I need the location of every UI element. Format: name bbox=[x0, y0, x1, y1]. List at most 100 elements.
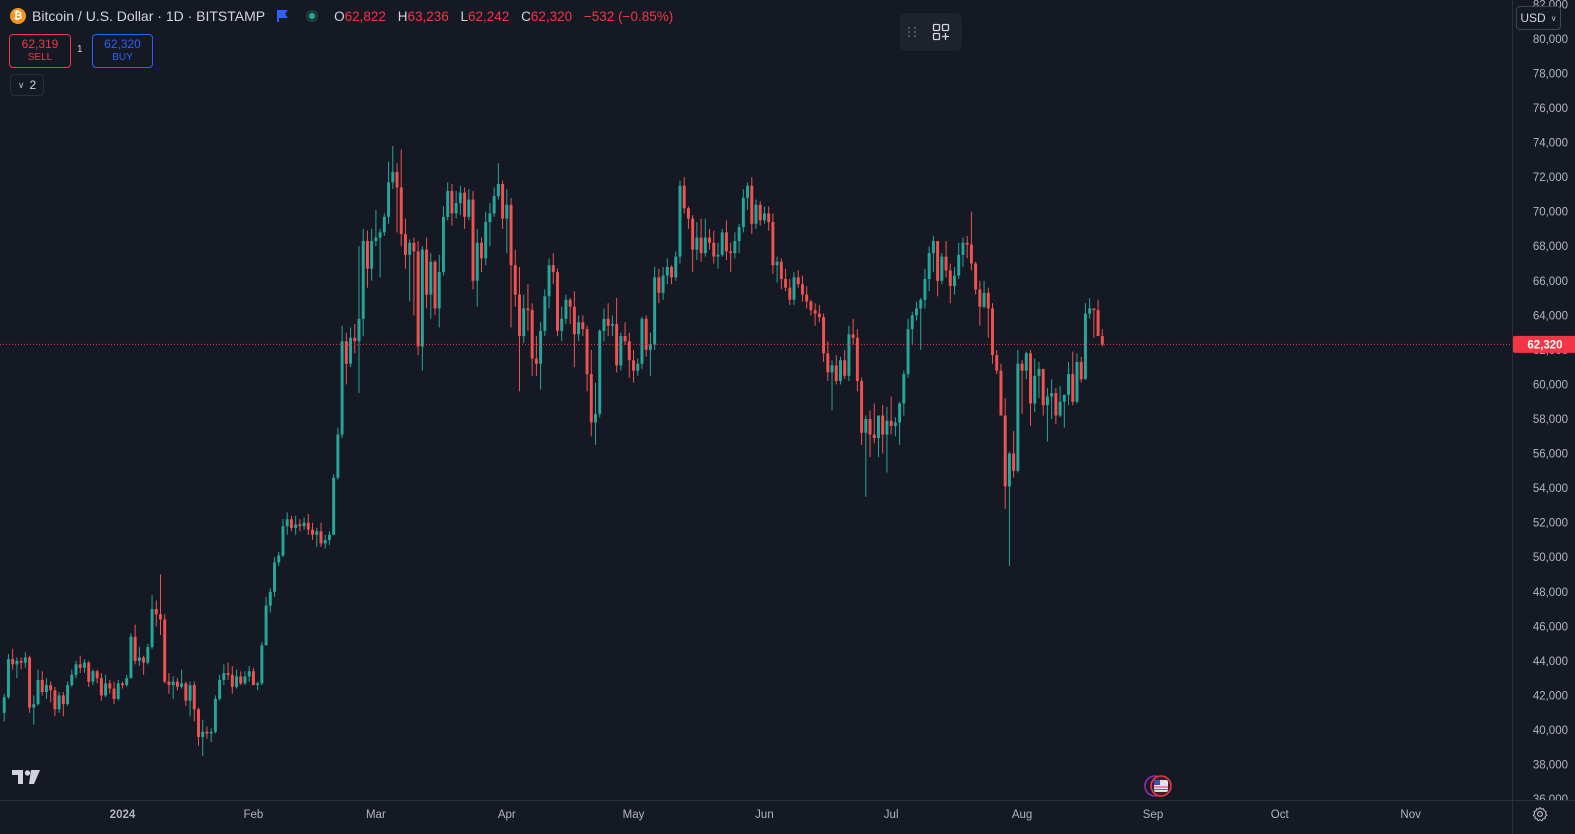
time-scale[interactable]: 2024 Feb Mar Apr May Jun Jul Aug Sep Oct Nov bbox=[0, 800, 1512, 834]
candle bbox=[6, 653, 10, 699]
candle-body bbox=[589, 374, 593, 423]
candle-body bbox=[636, 363, 640, 371]
x-tick-label: 2024 bbox=[110, 809, 136, 821]
candle bbox=[416, 241, 420, 356]
candle bbox=[860, 377, 864, 445]
market-status-icon[interactable] bbox=[306, 10, 319, 22]
candle bbox=[999, 363, 1003, 416]
candle-body bbox=[606, 318, 610, 326]
layout-add-icon[interactable] bbox=[932, 23, 950, 41]
buy-button[interactable]: 62,320 BUY bbox=[92, 34, 153, 68]
candle bbox=[420, 246, 424, 371]
indicators-toggle[interactable]: ∨ 2 bbox=[10, 74, 44, 96]
candle bbox=[741, 189, 745, 233]
candle bbox=[855, 329, 859, 392]
candle-body bbox=[767, 213, 771, 223]
flag-icon[interactable] bbox=[277, 10, 289, 22]
candle-body bbox=[365, 241, 369, 269]
candle bbox=[11, 648, 15, 670]
candle bbox=[349, 327, 353, 368]
candle bbox=[632, 349, 635, 383]
y-tick-label: 60,000 bbox=[1533, 379, 1568, 391]
candle-body bbox=[264, 605, 268, 646]
candle-body bbox=[627, 341, 631, 361]
symbol-title[interactable]: Bitcoin / U.S. Dollar · 1D · BITSTAMP bbox=[32, 8, 266, 24]
candle bbox=[175, 678, 179, 691]
candle bbox=[336, 427, 340, 480]
spread-value: 1 bbox=[77, 44, 83, 55]
price-scale[interactable]: 36,000 38,000 40,000 42,000 44,000 46,000 48,0… bbox=[1512, 0, 1575, 800]
candle bbox=[137, 647, 141, 667]
candle-body bbox=[281, 526, 285, 556]
price-plot[interactable] bbox=[0, 0, 1512, 800]
candle bbox=[792, 272, 796, 305]
candle-body bbox=[851, 334, 855, 338]
x-tick-label: Mar bbox=[366, 809, 386, 821]
candle-body bbox=[572, 306, 576, 335]
candle bbox=[758, 201, 762, 226]
candle bbox=[399, 149, 403, 247]
candle bbox=[171, 676, 175, 699]
currency-select[interactable]: USD ∨ bbox=[1516, 6, 1561, 30]
candle bbox=[28, 655, 32, 713]
candle bbox=[142, 655, 146, 675]
candle bbox=[902, 370, 906, 416]
candle bbox=[838, 356, 842, 385]
sell-button[interactable]: 62,319 SELL bbox=[9, 34, 71, 68]
candle bbox=[1041, 368, 1045, 416]
candle-body bbox=[467, 199, 471, 217]
candle-body bbox=[906, 329, 910, 375]
candle-body bbox=[391, 171, 395, 183]
candle-body bbox=[357, 318, 361, 342]
candle bbox=[991, 303, 994, 364]
candle-body bbox=[154, 609, 158, 615]
candle bbox=[915, 301, 918, 321]
candle-body bbox=[146, 647, 150, 663]
candle bbox=[995, 349, 999, 375]
candle-body bbox=[615, 323, 619, 366]
candle bbox=[188, 681, 192, 717]
candle-body bbox=[910, 315, 914, 330]
open-value: 62,822 bbox=[344, 8, 386, 24]
candle bbox=[589, 349, 593, 437]
candle bbox=[133, 624, 137, 665]
candle bbox=[953, 266, 956, 295]
candle-body bbox=[703, 237, 707, 254]
candle bbox=[57, 692, 61, 713]
candle bbox=[475, 228, 479, 307]
candle-body bbox=[201, 731, 205, 737]
candle bbox=[1058, 386, 1062, 418]
candle bbox=[834, 355, 838, 385]
candle-body bbox=[1067, 374, 1071, 395]
candle-body bbox=[594, 413, 597, 423]
candle bbox=[522, 294, 526, 343]
candle bbox=[648, 332, 652, 376]
candle bbox=[644, 315, 648, 357]
candle-body bbox=[1041, 368, 1045, 406]
candle-body bbox=[129, 636, 133, 679]
candle-body bbox=[243, 676, 247, 684]
candle-body bbox=[657, 277, 661, 293]
economic-event-icon[interactable] bbox=[1143, 774, 1177, 798]
candle bbox=[306, 514, 310, 535]
candle-body bbox=[361, 241, 365, 319]
gear-icon[interactable] bbox=[1532, 806, 1548, 822]
low-value: 62,242 bbox=[468, 8, 510, 24]
candle bbox=[581, 315, 585, 337]
candle bbox=[209, 728, 213, 743]
candle bbox=[1003, 398, 1007, 509]
candle bbox=[167, 673, 171, 694]
drag-handle-icon[interactable] bbox=[908, 27, 918, 37]
candle-body bbox=[302, 522, 306, 527]
tradingview-logo-icon[interactable] bbox=[12, 768, 44, 786]
candle bbox=[205, 726, 209, 739]
candle bbox=[180, 669, 184, 689]
candle-body bbox=[881, 415, 885, 435]
candle-body bbox=[796, 277, 800, 285]
candle-body bbox=[961, 242, 965, 255]
candle bbox=[1092, 308, 1096, 338]
candle bbox=[53, 686, 57, 717]
candle-body bbox=[125, 678, 129, 686]
candle bbox=[547, 258, 551, 309]
candle bbox=[66, 681, 70, 706]
